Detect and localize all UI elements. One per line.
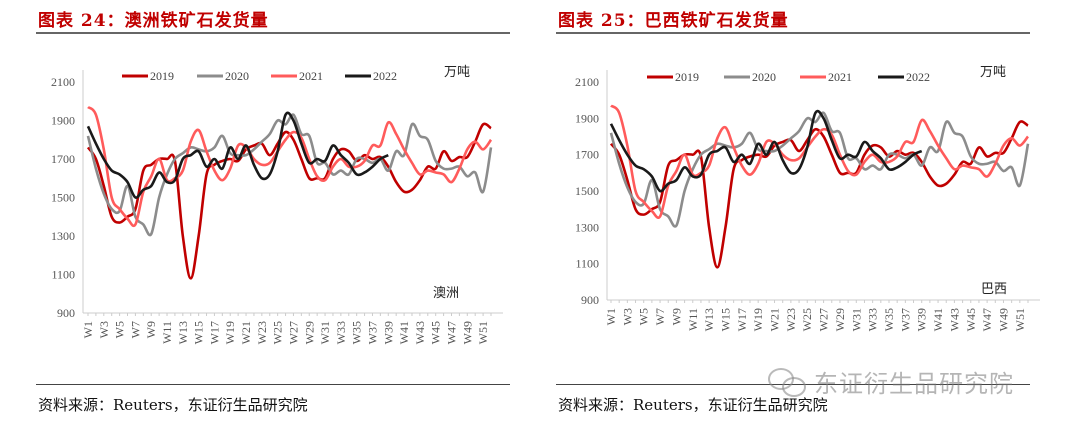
source-divider	[36, 384, 510, 385]
x-tick-label: W21	[239, 321, 253, 344]
x-tick-label: W17	[735, 308, 749, 331]
y-tick-label: 1500	[51, 191, 75, 205]
y-tick-label: 1300	[51, 229, 75, 243]
x-tick-label: W15	[718, 308, 732, 331]
x-tick-label: W49	[996, 308, 1010, 331]
x-tick-label: W5	[113, 321, 127, 338]
x-tick-label: W31	[318, 321, 332, 344]
x-tick-label: W47	[980, 308, 994, 331]
x-tick-label: W1	[81, 321, 95, 338]
x-tick-label: W7	[128, 321, 142, 338]
x-tick-label: W13	[176, 321, 190, 344]
x-tick-label: W31	[849, 308, 863, 331]
y-tick-label: 900	[581, 293, 599, 307]
x-tick-label: W45	[964, 308, 978, 331]
title-divider	[36, 32, 510, 34]
x-tick-label: W45	[429, 321, 443, 344]
series-line-2022	[86, 111, 389, 199]
x-tick-label: W5	[637, 308, 651, 325]
y-tick-label: 1900	[575, 111, 599, 125]
title-divider	[556, 32, 1030, 34]
series-line-2020	[86, 113, 493, 237]
source-note: 资料来源：Reuters，东证衍生品研究院	[558, 396, 828, 414]
unit-label: 万吨	[444, 65, 470, 80]
watermark-text: 东证衍生品研究院	[814, 370, 1014, 398]
legend-label-2020: 2020	[225, 69, 249, 83]
series-line-2021	[87, 105, 493, 228]
x-tick-label: W17	[207, 321, 221, 344]
x-tick-label: W9	[144, 321, 158, 338]
x-tick-label: W41	[397, 321, 411, 344]
x-tick-label: W9	[669, 308, 683, 325]
legend-label-2021: 2021	[828, 70, 852, 84]
region-label: 巴西	[981, 282, 1007, 297]
source-note: 资料来源：Reuters，东证衍生品研究院	[38, 396, 308, 414]
chart-title-australia: 图表 24：澳洲铁矿石发货量	[38, 11, 269, 31]
legend-label-2022: 2022	[906, 70, 930, 84]
x-tick-label: W19	[223, 321, 237, 344]
y-tick-label: 1700	[575, 148, 599, 162]
y-tick-label: 1100	[51, 268, 75, 282]
x-tick-label: W3	[97, 321, 111, 338]
wechat-icon	[768, 367, 808, 397]
x-tick-label: W29	[833, 308, 847, 331]
x-tick-label: W33	[334, 321, 348, 344]
x-tick-label: W1	[604, 308, 618, 325]
chart-0: 900 1100 1300 1500 1700 1900 2100 W1 W3 W5 W7 W9 W11…	[51, 65, 503, 344]
x-tick-label: W35	[350, 321, 364, 344]
x-tick-label: W23	[255, 321, 269, 344]
x-tick-label: W25	[271, 321, 285, 344]
legend-label-2019: 2019	[150, 69, 174, 83]
x-tick-label: W19	[751, 308, 765, 331]
y-tick-label: 1500	[575, 184, 599, 198]
x-tick-label: W3	[620, 308, 634, 325]
x-tick-label: W13	[702, 308, 716, 331]
x-tick-label: W41	[931, 308, 945, 331]
y-tick-label: 2100	[51, 75, 75, 89]
series-line-2020	[609, 111, 1030, 228]
x-tick-label: W51	[476, 321, 490, 344]
x-tick-label: W29	[302, 321, 316, 344]
watermark: 东证衍生品研究院	[768, 364, 1014, 399]
y-tick-label: 1100	[575, 257, 599, 271]
chart-title-brazil: 图表 25：巴西铁矿石发货量	[558, 11, 789, 31]
legend-label-2020: 2020	[752, 70, 776, 84]
x-tick-label: W27	[817, 308, 831, 331]
x-tick-label: W39	[381, 321, 395, 344]
y-tick-label: 1300	[575, 220, 599, 234]
legend-label-2021: 2021	[299, 69, 323, 83]
legend-label-2019: 2019	[675, 70, 699, 84]
y-tick-label: 900	[57, 306, 75, 320]
x-tick-label: W35	[882, 308, 896, 331]
y-tick-label: 2100	[575, 75, 599, 89]
series-line-2022	[609, 109, 923, 193]
x-tick-label: W37	[898, 308, 912, 331]
y-tick-label: 1900	[51, 114, 75, 128]
chart-1: 900 1100 1300 1500 1700 1900 2100 W1 W3 W5 W7 W9 W11…	[575, 65, 1040, 331]
x-tick-label: W49	[460, 321, 474, 344]
series-line-2021	[610, 104, 1030, 220]
x-tick-label: W51	[1013, 308, 1027, 331]
y-tick-label: 1700	[51, 152, 75, 166]
x-tick-label: W23	[784, 308, 798, 331]
x-tick-label: W25	[800, 308, 814, 331]
x-tick-label: W39	[915, 308, 929, 331]
x-tick-label: W27	[286, 321, 300, 344]
x-tick-label: W7	[653, 308, 667, 325]
x-tick-label: W43	[947, 308, 961, 331]
region-label: 澳洲	[433, 285, 459, 301]
legend-label-2022: 2022	[373, 69, 397, 83]
x-tick-label: W33	[866, 308, 880, 331]
x-tick-label: W11	[160, 321, 174, 344]
x-tick-label: W15	[192, 321, 206, 344]
unit-label: 万吨	[980, 65, 1006, 80]
x-tick-label: W43	[413, 321, 427, 344]
x-tick-label: W11	[686, 308, 700, 331]
x-tick-label: W21	[768, 308, 782, 331]
x-tick-label: W37	[365, 321, 379, 344]
x-tick-label: W47	[444, 321, 458, 344]
